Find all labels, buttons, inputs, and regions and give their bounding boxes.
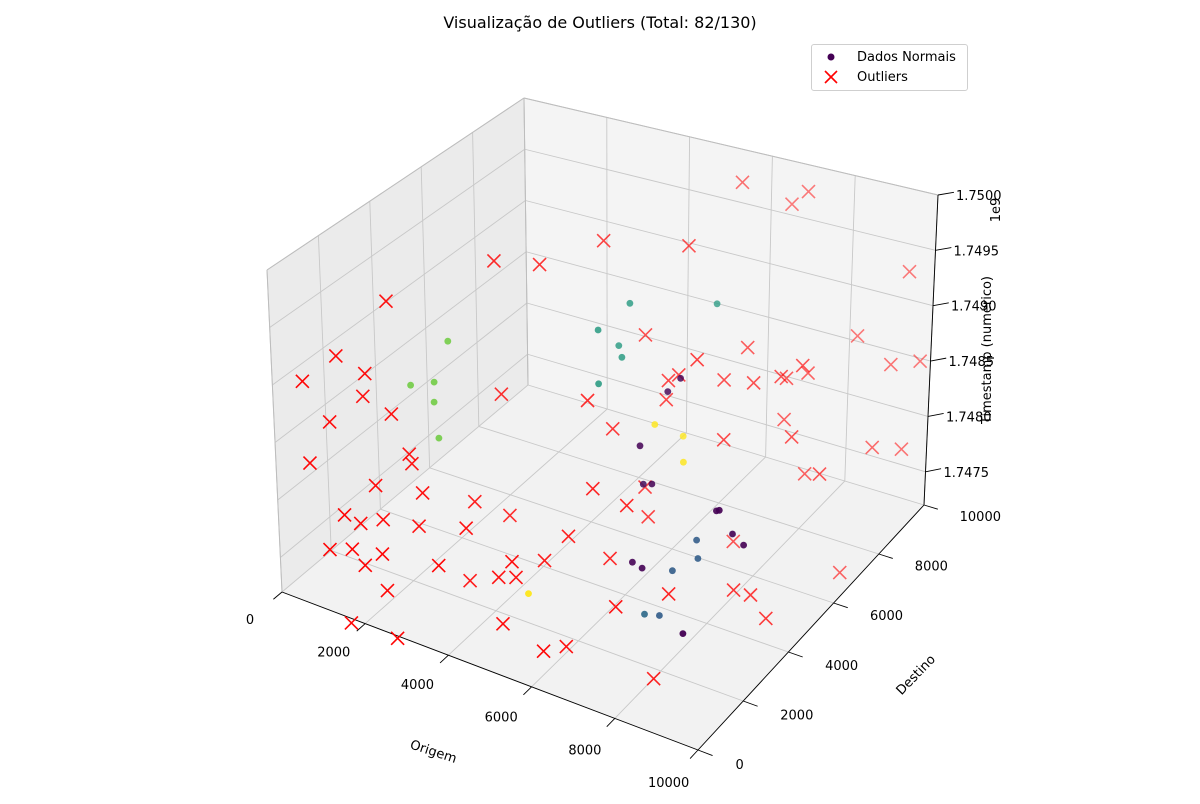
normal-point xyxy=(595,327,602,334)
x-tick-label: 4000 xyxy=(401,678,434,693)
x-tick-mark xyxy=(523,687,531,695)
normal-point xyxy=(669,567,676,574)
normal-point xyxy=(525,590,532,597)
normal-point xyxy=(627,300,634,307)
y-tick-label: 2000 xyxy=(780,709,813,724)
y-tick-label: 6000 xyxy=(870,609,903,624)
x-tick-label: 0 xyxy=(246,613,254,628)
y-axis-label: Destino xyxy=(894,652,939,698)
z-tick-mark xyxy=(933,303,949,306)
normal-point xyxy=(740,542,747,549)
normal-point xyxy=(431,399,438,406)
y-tick-label: 10000 xyxy=(960,510,1001,525)
normal-point xyxy=(619,354,626,361)
normal-point xyxy=(693,537,700,544)
x-tick-mark xyxy=(273,592,282,599)
normal-point xyxy=(637,442,644,449)
normal-point xyxy=(615,342,622,349)
normal-point xyxy=(639,565,646,572)
normal-point xyxy=(729,531,736,538)
x-tick-mark xyxy=(690,750,698,759)
y-tick-label: 0 xyxy=(735,758,743,773)
legend-label-outliers: Outliers xyxy=(850,70,908,85)
z-tick-label: 1.7475 xyxy=(944,466,990,481)
normal-point xyxy=(641,611,648,618)
y-tick-mark xyxy=(743,701,757,706)
y-tick-label: 4000 xyxy=(825,659,858,674)
x-tick-mark xyxy=(607,718,615,726)
z-tick-mark xyxy=(938,192,954,195)
normal-point xyxy=(431,379,438,386)
y-tick-mark xyxy=(698,750,713,756)
legend: Dados Normais Outliers xyxy=(811,44,968,91)
x-tick-mark xyxy=(440,655,448,663)
normal-point xyxy=(664,388,671,395)
normal-point xyxy=(680,630,687,637)
legend-item-normal: Dados Normais xyxy=(812,48,956,66)
z-axis-label: Timestamp (numérico) xyxy=(980,276,995,425)
z-tick-mark xyxy=(931,358,947,361)
z-tick-mark xyxy=(926,469,942,472)
normal-point xyxy=(407,382,414,389)
y-tick-mark xyxy=(924,505,938,509)
x-tick-label: 2000 xyxy=(317,645,350,660)
y-tick-mark xyxy=(788,652,802,657)
normal-point xyxy=(656,612,663,619)
y-tick-mark xyxy=(834,603,848,608)
x-axis-label: Origem xyxy=(408,738,458,767)
normal-point xyxy=(444,338,451,345)
normal-point xyxy=(695,555,702,562)
legend-marker-outliers xyxy=(812,69,850,85)
chart-title: Visualização de Outliers (Total: 82/130) xyxy=(0,13,1200,32)
x-tick-label: 8000 xyxy=(568,743,601,758)
z-tick-label: 1.7495 xyxy=(954,244,1000,259)
normal-point xyxy=(677,375,684,382)
x-tick-label: 10000 xyxy=(648,776,689,791)
normal-point xyxy=(714,300,721,307)
normal-point xyxy=(595,380,602,387)
x-tick-mark xyxy=(357,624,365,632)
z-tick-mark xyxy=(936,248,952,251)
normal-point xyxy=(649,481,656,488)
legend-label-normal: Dados Normais xyxy=(850,50,956,65)
y-tick-mark xyxy=(879,554,893,558)
normal-point xyxy=(651,421,658,428)
normal-point xyxy=(629,559,636,566)
normal-point xyxy=(680,433,687,440)
x-tick-label: 6000 xyxy=(485,711,518,726)
z-offset-label: 1e9 xyxy=(989,198,1004,223)
z-tick-mark xyxy=(928,413,944,416)
normal-point xyxy=(640,481,647,488)
normal-point xyxy=(680,459,687,466)
y-tick-label: 8000 xyxy=(915,559,948,574)
legend-item-outliers: Outliers xyxy=(812,68,908,86)
normal-point xyxy=(436,435,443,442)
legend-marker-normal xyxy=(812,51,850,63)
normal-point xyxy=(716,507,723,514)
